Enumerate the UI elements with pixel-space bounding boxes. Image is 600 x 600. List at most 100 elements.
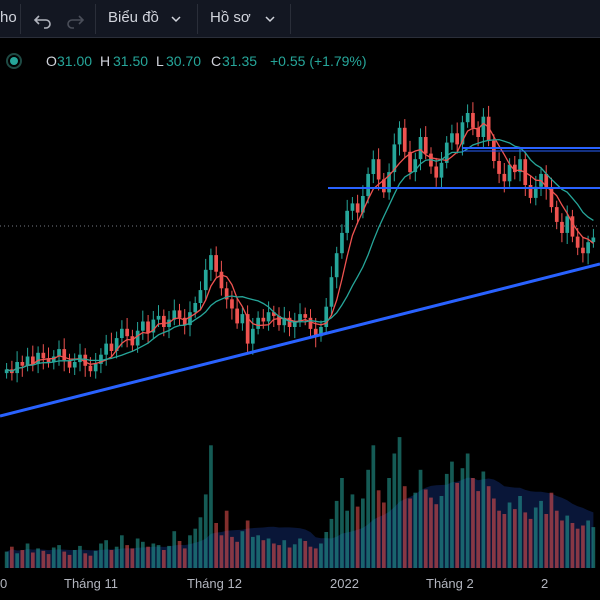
volume-bar: [429, 497, 433, 568]
candle-body: [392, 144, 397, 173]
candle-body: [162, 315, 166, 327]
candle-body: [518, 159, 522, 173]
volume-bar: [371, 445, 376, 568]
candle-body: [235, 308, 239, 324]
volume-bar: [382, 502, 386, 568]
volume-bar: [455, 482, 459, 568]
chart-menu-button[interactable]: Biểu đồ: [100, 2, 192, 36]
volume-bar: [439, 496, 444, 568]
volume-bar: [266, 538, 271, 568]
toolbar-separator: [20, 4, 21, 34]
candle-body: [303, 314, 308, 318]
volume-bar: [308, 546, 313, 568]
candle-body: [282, 317, 287, 326]
candle-body: [418, 137, 423, 160]
volume-bar: [523, 512, 528, 568]
volume-bar: [114, 546, 119, 568]
x-axis-label: 2: [541, 576, 549, 591]
candle-body: [31, 356, 35, 364]
candle-body: [36, 352, 40, 364]
volume-bar: [324, 532, 329, 568]
candle-body: [471, 113, 475, 128]
volume-bar: [162, 550, 166, 568]
volume-bar: [93, 550, 98, 568]
candle-body: [104, 343, 108, 355]
candle-body: [423, 137, 428, 154]
volume-bar: [214, 523, 218, 568]
candle-body: [151, 319, 156, 333]
volume-bar: [57, 545, 61, 568]
volume-bar: [67, 554, 72, 568]
candle-body: [188, 312, 192, 326]
candle-body: [46, 358, 51, 363]
moving-average-long-line: [6, 138, 594, 373]
candle-body: [266, 312, 271, 322]
candle-body: [57, 349, 61, 357]
volume-bar: [240, 531, 245, 568]
volume-bar: [20, 550, 25, 568]
candle-body: [366, 173, 370, 196]
volume-bar: [366, 469, 370, 568]
profile-menu-button[interactable]: Hồ sơ: [202, 2, 288, 36]
candle-body: [361, 196, 365, 213]
volume-bar: [172, 531, 177, 568]
candle-body: [193, 303, 198, 313]
volume-bar: [36, 548, 40, 568]
volume-bar: [471, 478, 475, 568]
volume-bar: [287, 547, 292, 568]
change-value: +0.55 (+1.79%): [270, 53, 367, 69]
x-axis-label: 2022: [330, 576, 359, 591]
volume-bar: [130, 548, 135, 568]
volume-bar: [513, 509, 517, 568]
candle-body: [83, 354, 88, 366]
candle-body: [172, 310, 177, 320]
toolbar-truncated-item[interactable]: ho: [0, 9, 17, 26]
candle-body: [397, 127, 402, 145]
volume-bar: [209, 445, 213, 568]
volume-bar: [198, 517, 203, 568]
candle-body: [371, 159, 376, 174]
candle-body: [219, 271, 224, 289]
volume-bar: [340, 478, 344, 568]
volume-bar: [413, 492, 418, 568]
undo-button[interactable]: [24, 2, 60, 36]
volume-bar: [497, 510, 501, 568]
volume-bar: [591, 527, 596, 568]
redo-button[interactable]: [58, 2, 92, 36]
price-chart[interactable]: [0, 38, 600, 570]
candle-body: [256, 317, 260, 329]
open-value: 31.00: [57, 53, 93, 69]
candle-body: [340, 232, 344, 254]
candle-body: [287, 317, 292, 327]
volume-bar: [465, 453, 470, 568]
candle-body: [502, 173, 507, 182]
volume-bar: [177, 541, 182, 568]
x-axis-label: Tháng 11: [64, 576, 118, 591]
volume-bar: [544, 514, 549, 568]
volume-bar: [277, 545, 281, 568]
candle-body: [308, 317, 313, 329]
candle-body: [533, 186, 538, 198]
volume-bar: [329, 518, 334, 568]
candle-body: [224, 288, 229, 300]
moving-average-short-line: [6, 122, 594, 373]
volume-bar: [565, 515, 570, 568]
candle-body: [554, 207, 559, 222]
status-dot-icon[interactable]: [6, 53, 22, 69]
volume-bar: [476, 491, 480, 568]
volume-bar: [397, 437, 402, 568]
candle-body: [141, 321, 145, 331]
volume-bar: [230, 536, 234, 568]
volume-bar: [10, 546, 14, 568]
candle-body: [156, 315, 161, 320]
volume-bar: [156, 545, 161, 568]
chart-menu-label: Biểu đồ: [108, 9, 159, 26]
x-axis-label: Tháng 12: [187, 576, 242, 591]
toolbar-separator: [197, 4, 198, 34]
undo-icon: [33, 15, 51, 29]
trendline-support[interactable]: [0, 262, 600, 418]
volume-bar: [355, 506, 360, 568]
volume-bar: [104, 540, 108, 568]
volume-bar: [78, 545, 82, 568]
volume-bar: [313, 548, 318, 568]
